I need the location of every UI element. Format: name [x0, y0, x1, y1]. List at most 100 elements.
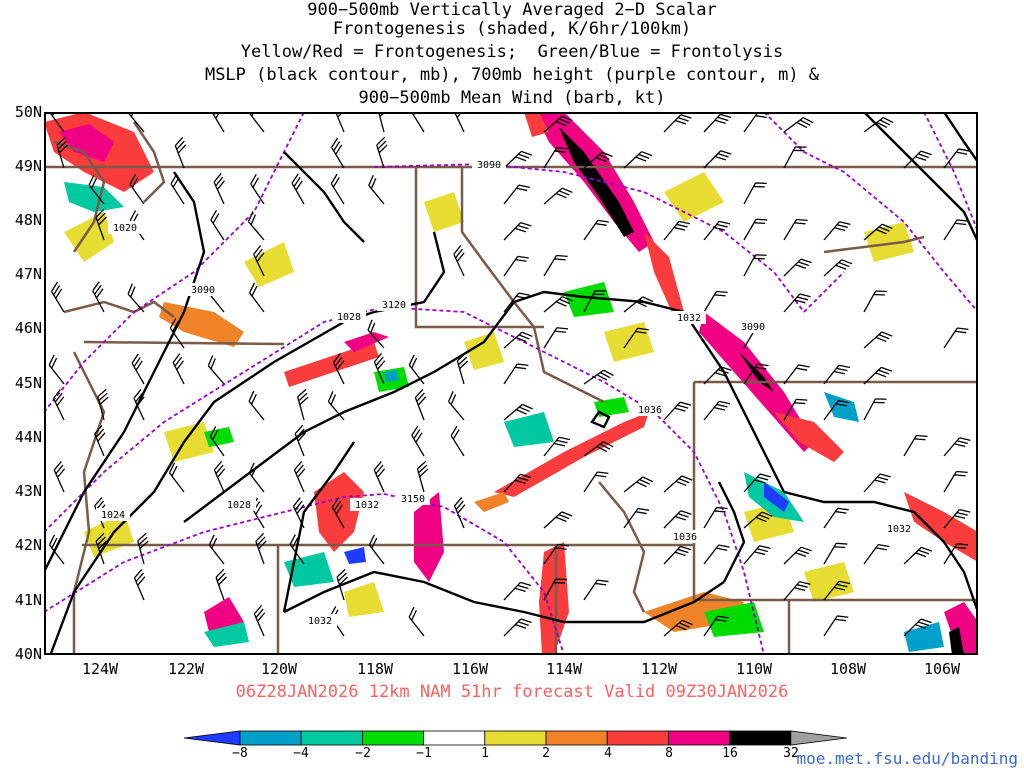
wind-barb: [703, 400, 731, 421]
wind-barb: [414, 388, 427, 421]
wind-barb: [128, 112, 145, 133]
colorbar-cell: [790, 730, 847, 746]
wind-barb: [133, 389, 145, 421]
wind-barb: [703, 220, 731, 241]
wind-barb: [703, 506, 728, 529]
wind-barb: [52, 389, 65, 421]
wind-barb: [332, 353, 345, 385]
wind-barb: [448, 391, 465, 421]
wind-barb: [411, 425, 425, 457]
wind-barb: [53, 461, 66, 493]
wind-barb: [943, 327, 969, 349]
wind-barb: [213, 173, 225, 205]
svg-text:3090: 3090: [741, 322, 765, 333]
wind-barb: [943, 219, 969, 241]
wind-barb: [250, 173, 265, 205]
wind-barb: [48, 354, 65, 385]
wind-barb: [503, 222, 532, 241]
mslp-label: 1032: [303, 614, 337, 627]
wind-barb: [743, 182, 767, 205]
source-url-link[interactable]: moe.met.fsu.edu/banding: [796, 749, 1018, 768]
wind-barb: [253, 605, 266, 637]
wind-barb: [127, 283, 145, 313]
wind-barb: [330, 173, 345, 205]
wind-barb: [137, 532, 149, 565]
wind-barb: [453, 112, 465, 133]
wind-barb: [129, 174, 145, 205]
lat-label: 49N: [14, 157, 42, 175]
wind-barb: [248, 390, 265, 421]
lon-label: 120W: [260, 660, 298, 678]
wind-barb: [783, 293, 811, 313]
wind-barb: [783, 146, 807, 169]
wind-barb: [543, 187, 573, 205]
wind-barb: [863, 398, 887, 421]
wind-barb: [703, 366, 732, 385]
title-line-3: Yellow/Red = Frontogenesis; Green/Blue =…: [240, 42, 784, 62]
wind-barb: [823, 580, 851, 601]
colorbar-cell: [667, 730, 730, 746]
lat-label: 41N: [14, 591, 42, 609]
svg-text:1032: 1032: [308, 616, 332, 627]
wind-barb: [503, 581, 532, 601]
wind-barb: [943, 437, 971, 457]
colorbar-tick: 4: [604, 746, 612, 761]
wind-barb: [743, 112, 770, 133]
wind-barb: [863, 223, 893, 241]
colorbar-tick: 32: [783, 746, 799, 761]
wind-barb: [863, 543, 890, 565]
wind-barb: [95, 208, 107, 241]
wind-barb: [783, 546, 812, 565]
wind-barb: [823, 364, 851, 385]
wind-barb: [543, 147, 568, 169]
wind-barb: [208, 534, 225, 565]
lon-label: 112W: [640, 660, 678, 678]
lat-label: 43N: [14, 482, 42, 500]
wind-barb: [334, 112, 346, 133]
wind-barb: [863, 366, 893, 385]
lat-label: 47N: [14, 265, 42, 283]
wind-barb: [368, 174, 385, 205]
lon-label: 122W: [167, 660, 205, 678]
wind-barb: [368, 534, 385, 565]
mslp-label: 1032: [672, 311, 706, 324]
wind-barb: [663, 114, 692, 133]
wind-barb: [703, 544, 730, 565]
wind-barb: [209, 426, 225, 457]
height-label: 3090: [472, 158, 506, 171]
colorbar-cell: [606, 730, 669, 746]
wind-barb: [663, 220, 691, 241]
lat-label: 44N: [14, 428, 42, 446]
svg-text:1032: 1032: [355, 500, 379, 511]
lat-label: 42N: [14, 536, 42, 554]
mslp-label: 1032: [350, 498, 384, 511]
wind-barb: [408, 354, 425, 385]
wind-barb: [131, 353, 145, 385]
colorbar-tick: 8: [665, 746, 673, 761]
colorbar-cell: [729, 730, 792, 746]
wind-barb: [623, 151, 653, 169]
wind-barb: [88, 174, 105, 205]
wind-barb: [327, 391, 345, 421]
mslp-label: 1020: [108, 221, 142, 234]
wind-barb: [503, 618, 532, 637]
wind-barb: [211, 112, 225, 133]
height-label: 3090: [736, 320, 770, 333]
colorbar-tick: 2: [542, 746, 550, 761]
lon-label: 124W: [81, 660, 119, 678]
lat-label: 45N: [14, 374, 42, 392]
wind-barb: [863, 473, 891, 493]
map-frame: [44, 112, 978, 655]
lon-label: 106W: [923, 660, 961, 678]
colorbar-tick: 1: [481, 746, 489, 761]
wind-barb: [943, 470, 968, 493]
wind-barb: [297, 388, 309, 421]
forecast-valid-caption: 06Z28JAN2026 12km NAM 51hr forecast Vali…: [235, 682, 789, 702]
lon-label: 118W: [356, 660, 394, 678]
wind-barb: [95, 532, 108, 565]
svg-text:3150: 3150: [401, 494, 425, 505]
wind-barb: [172, 353, 185, 385]
wind-barb: [743, 545, 771, 565]
lon-label: 114W: [545, 660, 583, 678]
mslp-label: 1028: [332, 310, 366, 323]
